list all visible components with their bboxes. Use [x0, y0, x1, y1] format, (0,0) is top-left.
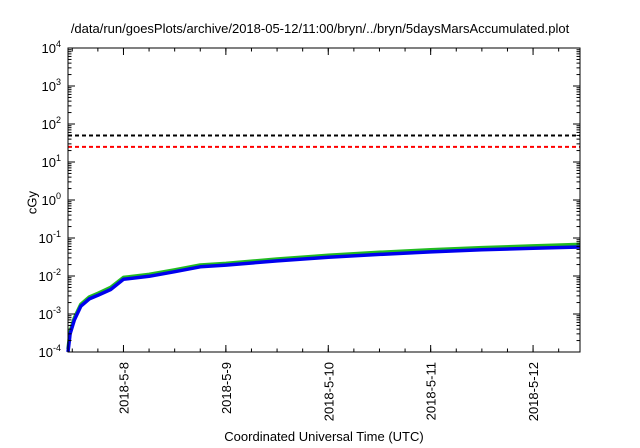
x-tick-label: 2018-5-12	[526, 362, 541, 421]
y-tick-label: 10-2	[39, 267, 61, 284]
y-tick-label: 10-1	[39, 229, 61, 246]
chart-title: /data/run/goesPlots/archive/2018-05-12/1…	[70, 21, 570, 36]
x-tick-label: 2018-5-8	[116, 362, 131, 414]
y-tick-label: 10-3	[39, 305, 61, 322]
y-axis-label: cGy	[24, 190, 40, 215]
x-tick-label: 2018-5-9	[219, 362, 234, 414]
x-axis-label: Coordinated Universal Time (UTC)	[224, 429, 424, 444]
plot-frame	[67, 47, 581, 353]
y-tick-label: 100	[42, 191, 61, 208]
y-tick-label: 103	[42, 77, 61, 94]
x-tick-label: 2018-5-11	[424, 362, 439, 420]
y-tick-label: 104	[42, 39, 61, 56]
y-tick-label: 102	[42, 115, 61, 132]
x-tick-label: 2018-5-10	[321, 362, 336, 421]
y-tick-label: 10-4	[39, 343, 61, 360]
series-line-2	[66, 245, 581, 353]
y-tick-label: 101	[42, 153, 61, 170]
series-line-1	[66, 242, 581, 350]
